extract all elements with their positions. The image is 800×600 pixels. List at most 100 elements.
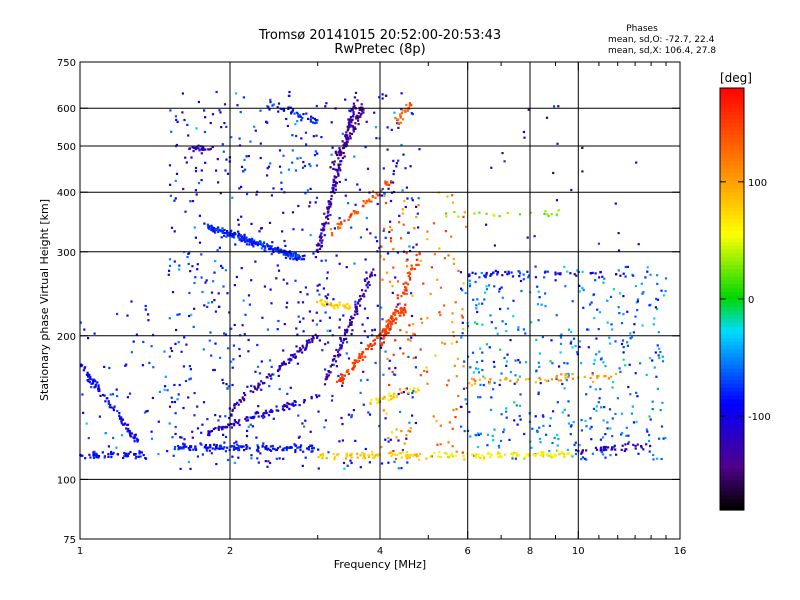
scatter-point	[215, 444, 218, 447]
scatter-point	[350, 461, 353, 465]
colorbar-strip	[720, 88, 744, 93]
scatter-point	[283, 251, 286, 254]
scatter-point	[433, 253, 436, 256]
scatter-point	[337, 227, 340, 230]
scatter-point	[257, 415, 260, 418]
scatter-point	[187, 252, 190, 255]
scatter-point	[257, 450, 260, 453]
scatter-point	[325, 102, 328, 105]
scatter-point	[243, 234, 246, 238]
x-tick-label: 8	[527, 546, 533, 557]
scatter-point	[288, 402, 291, 406]
scatter-point	[202, 348, 205, 351]
scatter-point	[387, 461, 390, 464]
colorbar-strip	[720, 114, 744, 120]
scatter-point	[210, 301, 214, 304]
scatter-point	[296, 255, 299, 258]
scatter-point	[394, 317, 398, 320]
scatter-point	[493, 428, 496, 431]
scatter-point	[609, 427, 612, 430]
scatter-point	[393, 460, 396, 463]
scatter-point	[498, 290, 501, 293]
scatter-point	[352, 115, 355, 118]
scatter-point	[329, 205, 332, 208]
colorbar-strip	[720, 249, 744, 254]
scatter-point	[518, 414, 521, 418]
scatter-point	[499, 379, 502, 382]
scatter-point	[402, 282, 405, 286]
scatter-point	[228, 311, 231, 314]
scatter-point	[214, 229, 217, 232]
scatter-point	[222, 150, 225, 153]
scatter-point	[394, 276, 397, 279]
scatter-point	[182, 447, 185, 450]
scatter-point	[353, 96, 356, 99]
scatter-point	[642, 448, 645, 451]
scatter-point	[432, 415, 435, 418]
scatter-point	[518, 375, 521, 378]
scatter-point	[375, 192, 378, 195]
scatter-point	[209, 444, 212, 447]
scatter-point	[479, 457, 482, 460]
scatter-point	[511, 455, 514, 458]
scatter-point	[522, 278, 525, 281]
scatter-point	[606, 321, 609, 324]
scatter-point	[174, 412, 177, 415]
scatter-point	[289, 359, 292, 362]
colorbar-strip	[720, 425, 744, 431]
scatter-point	[457, 269, 460, 272]
scatter-point	[227, 234, 231, 237]
scatter-point	[174, 342, 177, 345]
scatter-point	[200, 276, 203, 279]
scatter-point	[231, 383, 234, 387]
scatter-point	[582, 288, 585, 292]
scatter-point	[227, 385, 230, 388]
scatter-point	[578, 345, 581, 348]
scatter-point	[334, 188, 338, 191]
scatter-point	[340, 416, 343, 420]
scatter-point	[550, 378, 553, 381]
scatter-point	[351, 124, 354, 128]
scatter-point	[399, 452, 402, 455]
scatter-point	[374, 126, 378, 129]
scatter-point	[339, 160, 342, 163]
scatter-point	[652, 323, 655, 326]
scatter-point	[200, 169, 203, 172]
scatter-point	[657, 331, 660, 334]
scatter-point	[404, 281, 407, 284]
scatter-point	[641, 292, 644, 295]
scatter-point	[270, 449, 273, 452]
scatter-point	[240, 267, 243, 270]
scatter-point	[387, 331, 390, 334]
scatter-point	[287, 358, 290, 361]
scatter-point	[608, 408, 612, 411]
colorbar-strip	[720, 137, 744, 143]
scatter-point	[339, 148, 342, 151]
colorbar-strip	[720, 226, 744, 231]
scatter-point	[92, 453, 95, 456]
scatter-point	[291, 108, 295, 111]
scatter-point	[622, 313, 625, 316]
scatter-point	[292, 258, 295, 261]
scatter-point	[356, 183, 359, 186]
scatter-point	[505, 378, 508, 381]
scatter-point	[387, 323, 390, 326]
scatter-point	[350, 213, 353, 217]
scatter-point	[386, 326, 389, 329]
scatter-point	[418, 458, 421, 461]
scatter-point	[557, 379, 560, 382]
scatter-point	[314, 119, 317, 122]
scatter-point	[564, 285, 567, 288]
scatter-point	[233, 447, 236, 450]
scatter-point	[342, 314, 345, 317]
scatter-point	[264, 409, 267, 412]
scatter-point	[334, 185, 337, 188]
scatter-point	[386, 126, 389, 129]
scatter-point	[280, 188, 283, 191]
scatter-point	[120, 420, 123, 423]
scatter-point	[227, 347, 230, 350]
scatter-point	[413, 453, 417, 456]
scatter-point	[453, 211, 456, 214]
scatter-point	[272, 103, 275, 106]
